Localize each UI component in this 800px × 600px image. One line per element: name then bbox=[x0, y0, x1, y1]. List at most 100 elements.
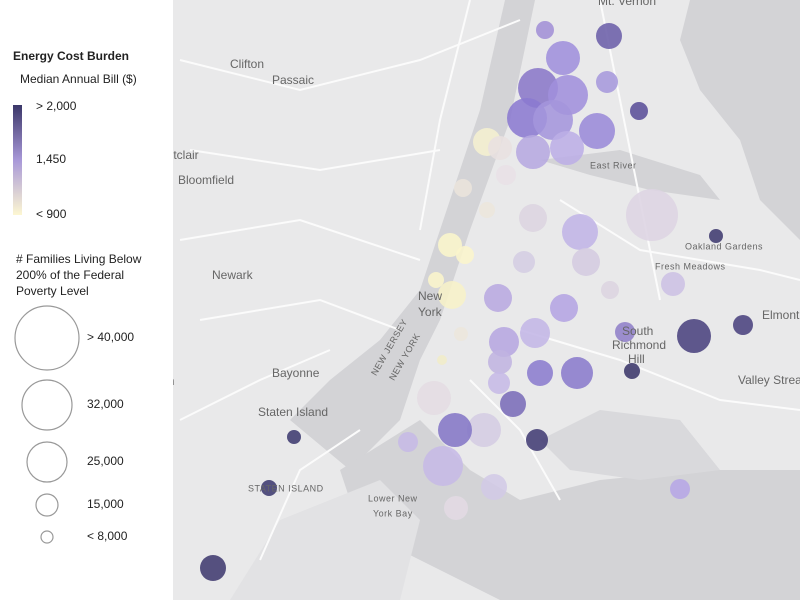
bubble bbox=[496, 165, 516, 185]
bubble bbox=[513, 251, 535, 273]
size-title: Poverty Level bbox=[16, 284, 89, 298]
color-title: Median Annual Bill ($) bbox=[20, 72, 137, 86]
size-swatch bbox=[40, 530, 54, 544]
bubble bbox=[488, 372, 510, 394]
bubble bbox=[438, 413, 472, 447]
east-river bbox=[540, 150, 720, 200]
bubble bbox=[677, 319, 711, 353]
bubble bbox=[596, 71, 618, 93]
bubble bbox=[438, 281, 466, 309]
place-label: Bayonne bbox=[272, 366, 320, 380]
place-label: South bbox=[622, 324, 653, 338]
size-label: < 8,000 bbox=[87, 529, 128, 543]
legend-panel bbox=[0, 0, 173, 600]
place-label: Hill bbox=[628, 352, 645, 366]
place-label: Passaic bbox=[272, 73, 314, 87]
bubble bbox=[287, 430, 301, 444]
basemap[interactable]: Mt. VernonCliftonPassaicMontclairBloomfi… bbox=[125, 0, 800, 600]
bubble bbox=[488, 350, 512, 374]
bubble bbox=[518, 68, 558, 108]
staten-island bbox=[230, 480, 420, 600]
bubble bbox=[200, 555, 226, 581]
bubble bbox=[438, 233, 462, 257]
size-label: 15,000 bbox=[87, 497, 124, 511]
place-label: York Bay bbox=[373, 508, 413, 518]
size-label: 32,000 bbox=[87, 397, 124, 411]
place-label: York bbox=[418, 305, 443, 319]
size-label: > 40,000 bbox=[87, 330, 134, 344]
place-label: Clifton bbox=[230, 57, 264, 71]
bubble bbox=[661, 272, 685, 296]
long-island-sound bbox=[680, 0, 800, 240]
bubble bbox=[488, 136, 512, 160]
legend: Energy Cost Burden Median Annual Bill ($… bbox=[13, 49, 142, 544]
bubble bbox=[261, 480, 277, 496]
bubble bbox=[456, 246, 474, 264]
bubble bbox=[417, 381, 451, 415]
size-label: 25,000 bbox=[87, 454, 124, 468]
color-label: < 900 bbox=[36, 207, 67, 221]
bubble bbox=[562, 214, 598, 250]
place-label: Lower New bbox=[368, 493, 418, 503]
place-label: STATEN ISLAND bbox=[248, 483, 324, 493]
bubble bbox=[624, 363, 640, 379]
bubble bbox=[533, 100, 573, 140]
bubble bbox=[454, 327, 468, 341]
bubble bbox=[601, 281, 619, 299]
size-swatch bbox=[21, 379, 73, 431]
bubble bbox=[670, 479, 690, 499]
place-label: Richmond bbox=[612, 338, 666, 352]
bubble bbox=[489, 327, 519, 357]
bubble bbox=[709, 229, 723, 243]
size-title: 200% of the Federal bbox=[16, 268, 124, 282]
bubble bbox=[615, 322, 635, 342]
jamaica-bay bbox=[540, 410, 720, 480]
color-label: > 2,000 bbox=[36, 99, 77, 113]
bubble bbox=[733, 315, 753, 335]
place-label: Bloomfield bbox=[178, 173, 234, 187]
bubble bbox=[626, 189, 678, 241]
place-label: Fresh Meadows bbox=[655, 261, 726, 271]
bubble bbox=[520, 318, 550, 348]
bubble bbox=[561, 357, 593, 389]
place-label: Staten Island bbox=[258, 405, 328, 419]
hudson-river bbox=[290, 0, 535, 470]
bubble bbox=[481, 474, 507, 500]
bubble bbox=[536, 21, 554, 39]
bubble bbox=[630, 102, 648, 120]
bubble bbox=[437, 355, 447, 365]
bubble bbox=[550, 294, 578, 322]
size-swatch bbox=[26, 441, 68, 483]
place-label: Elmont bbox=[762, 308, 800, 322]
bubble bbox=[423, 446, 463, 486]
size-swatch bbox=[14, 305, 80, 371]
bubble bbox=[526, 429, 548, 451]
color-ramp bbox=[13, 105, 22, 215]
place-label: Newark bbox=[212, 268, 254, 282]
size-swatch bbox=[35, 493, 59, 517]
place-label: Mt. Vernon bbox=[598, 0, 656, 8]
bubble bbox=[516, 135, 550, 169]
bubble bbox=[428, 272, 444, 288]
bubble bbox=[500, 391, 526, 417]
bubbles bbox=[200, 21, 753, 581]
roads bbox=[179, 0, 800, 561]
bubble bbox=[519, 204, 547, 232]
bubble bbox=[550, 131, 584, 165]
legend-title: Energy Cost Burden bbox=[13, 49, 129, 63]
place-label: Valley Stream bbox=[738, 373, 800, 387]
bubble bbox=[444, 496, 468, 520]
bubble bbox=[398, 432, 418, 452]
place-label: Oakland Gardens bbox=[685, 241, 763, 251]
bubble bbox=[479, 202, 495, 218]
size-title: # Families Living Below bbox=[16, 252, 142, 266]
place-label: New bbox=[418, 289, 442, 303]
bubble bbox=[527, 360, 553, 386]
bubble bbox=[546, 41, 580, 75]
bubble bbox=[596, 23, 622, 49]
color-label: 1,450 bbox=[36, 152, 66, 166]
bubble bbox=[484, 284, 512, 312]
place-label: East River bbox=[590, 160, 637, 170]
bubble bbox=[454, 179, 472, 197]
